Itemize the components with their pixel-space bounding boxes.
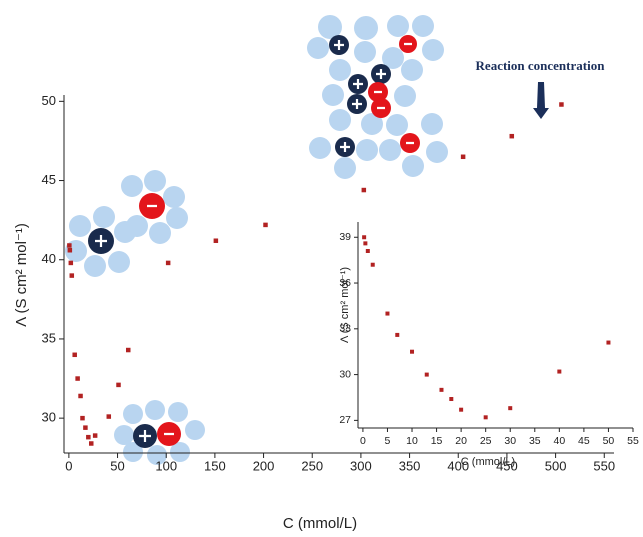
y-tick-label: 30	[339, 368, 351, 380]
annotation: Reaction concentration	[476, 58, 606, 73]
y-tick-label: 30	[42, 410, 56, 425]
x-tick-label: 20	[455, 435, 467, 447]
point	[361, 187, 367, 193]
point	[213, 238, 219, 243]
x-tick-label: 500	[545, 458, 567, 473]
y-tick-label: 50	[42, 93, 56, 108]
x-tick-label: 300	[350, 458, 372, 473]
x-tick-label: 35	[529, 435, 541, 447]
point	[72, 352, 77, 358]
x-tick-label: 10	[406, 435, 418, 447]
x-tick-label: 250	[301, 458, 323, 473]
x-tick-label: 40	[553, 435, 565, 447]
x-tick-label: 50	[110, 458, 124, 473]
point	[86, 434, 91, 440]
y-tick-label: 45	[42, 172, 56, 187]
point	[439, 387, 444, 392]
x-axis-label: C (mmol/L)	[283, 515, 357, 532]
x-tick-label: 45	[578, 435, 590, 447]
point	[365, 248, 370, 253]
y-tick-label: 39	[339, 231, 351, 243]
x-axis-label: C (mmol/L)	[461, 456, 515, 468]
point	[509, 133, 515, 139]
point	[67, 243, 72, 248]
x-tick-label: 150	[204, 458, 226, 473]
point	[116, 382, 121, 388]
y-tick-label: 35	[42, 330, 56, 345]
x-tick-label: 200	[253, 458, 275, 473]
point	[69, 273, 75, 278]
x-tick-label: 0	[65, 458, 72, 473]
x-tick-label: 15	[431, 435, 443, 447]
y-tick-label: 36	[339, 277, 351, 289]
x-tick-label: 100	[155, 458, 177, 473]
y-tick-label: 40	[42, 251, 56, 266]
point	[92, 433, 98, 438]
x-tick-label: 0	[360, 435, 366, 447]
point	[606, 340, 611, 345]
x-tick-label: 400	[447, 458, 469, 473]
x-tick-label: 50	[603, 435, 615, 447]
point	[89, 441, 94, 446]
point	[557, 369, 562, 374]
annotation-arrow	[533, 82, 549, 119]
x-tick-label: 25	[480, 435, 492, 447]
x-tick-label: 450	[496, 458, 518, 473]
y-axis-label: Λ (S cm² mol⁻¹)	[13, 223, 30, 327]
point	[80, 415, 85, 421]
point	[106, 414, 112, 419]
point	[385, 311, 390, 316]
point	[424, 372, 429, 377]
point	[410, 349, 415, 354]
point	[362, 235, 367, 240]
x-tick-label: 550	[593, 458, 615, 473]
y-tick-label: 27	[339, 414, 351, 426]
point	[78, 393, 83, 399]
x-tick-label: 5	[385, 435, 391, 447]
point	[460, 154, 466, 160]
point	[370, 262, 375, 267]
point	[125, 347, 131, 353]
point	[559, 102, 564, 107]
ion-pair	[114, 400, 205, 465]
point	[363, 241, 368, 246]
point	[459, 407, 464, 412]
point	[75, 376, 80, 381]
y-tick-label: 33	[339, 323, 351, 335]
point	[83, 425, 88, 430]
point	[67, 247, 73, 253]
x-tick-label: 55	[627, 435, 639, 447]
ion-cluster-medium	[65, 170, 188, 277]
point	[263, 222, 268, 228]
point	[165, 260, 171, 266]
x-tick-label: 30	[504, 435, 516, 447]
x-tick-label: 350	[399, 458, 421, 473]
point	[508, 406, 513, 411]
point	[68, 260, 74, 266]
point	[395, 332, 400, 337]
ion-cluster-large	[307, 15, 448, 179]
point	[483, 415, 488, 420]
point	[449, 397, 454, 402]
y-axis-label: Λ (S cm² mol⁻¹)	[339, 267, 351, 343]
